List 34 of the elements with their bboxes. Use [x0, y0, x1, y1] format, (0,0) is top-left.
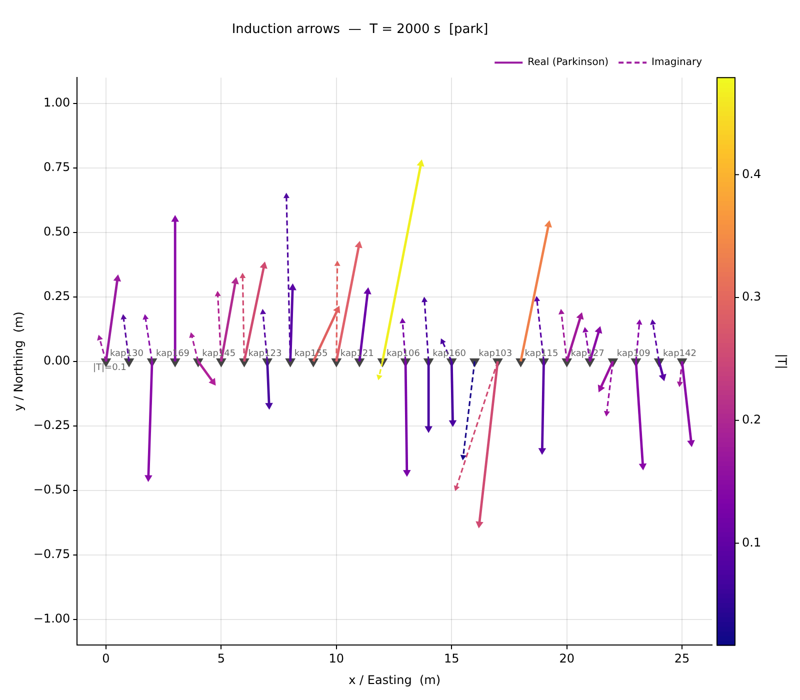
y-tick-label: −0.25	[33, 418, 70, 432]
color-bar-label: 0.3	[742, 290, 762, 304]
y-tick-label: 0.00	[43, 354, 70, 368]
x-tick-label: 10	[328, 652, 344, 666]
annotation: kap109	[616, 349, 651, 360]
x-tick-label: 0	[102, 652, 110, 666]
x-tick-label: 15	[444, 652, 460, 666]
annotation: kap106	[386, 349, 420, 360]
y-tick-label: 0.75	[43, 160, 70, 174]
annotation: kap130	[110, 349, 144, 360]
x-tick-label: 5	[217, 652, 226, 666]
y-tick-label: 0.50	[43, 224, 70, 239]
y-tick-label: −0.75	[33, 547, 70, 562]
color-bar-label: 0.2	[742, 412, 762, 426]
color-bar-label: 0.4	[742, 166, 762, 181]
annotation: kap123	[248, 349, 282, 360]
legend-label: Imaginary	[652, 57, 702, 68]
y-tick-label: −1.00	[33, 612, 70, 626]
y-axis-title: y / Northing (m)	[11, 312, 26, 412]
color-bar-label: 0.1	[742, 535, 762, 550]
annotation: kap160	[432, 349, 466, 360]
annotation: kap103	[478, 349, 512, 360]
y-tick-label: 1.00	[43, 96, 70, 110]
chart-title: Induction arrows — T = 2000 s [park]	[232, 22, 488, 38]
x-tick-label: 25	[674, 652, 690, 666]
y-tick-label: 0.25	[43, 289, 70, 304]
annotation: |T|=0.1	[92, 363, 126, 374]
legend-label: Real (Parkinson)	[528, 57, 609, 68]
annotation: kap115	[524, 349, 558, 360]
y-tick-label: −0.50	[33, 482, 70, 497]
color-bar-title: |T|	[774, 354, 789, 370]
annotation: kap142	[663, 349, 696, 360]
x-axis-title: x / Easting (m)	[348, 672, 441, 687]
x-tick-label: 20	[559, 652, 574, 666]
